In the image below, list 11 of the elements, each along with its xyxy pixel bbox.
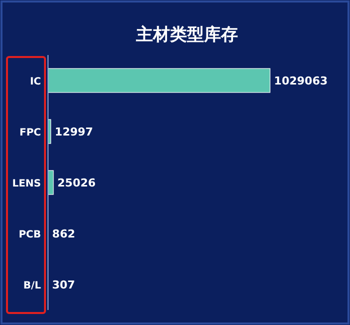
y-tick-label: PCB: [18, 230, 41, 240]
y-tick-label: IC: [30, 76, 41, 88]
y-tick-label: B/L: [23, 280, 42, 292]
data-label: 25026: [57, 176, 96, 190]
data-label: 12997: [54, 126, 94, 138]
data-label: 307: [52, 278, 76, 292]
y-tick-label: FPC: [20, 128, 41, 138]
data-label: 1029063: [274, 74, 328, 88]
data-label: 862: [52, 228, 76, 240]
chart-title: 主材类型库存: [135, 25, 238, 45]
y-tick-label: LENS: [12, 178, 41, 190]
